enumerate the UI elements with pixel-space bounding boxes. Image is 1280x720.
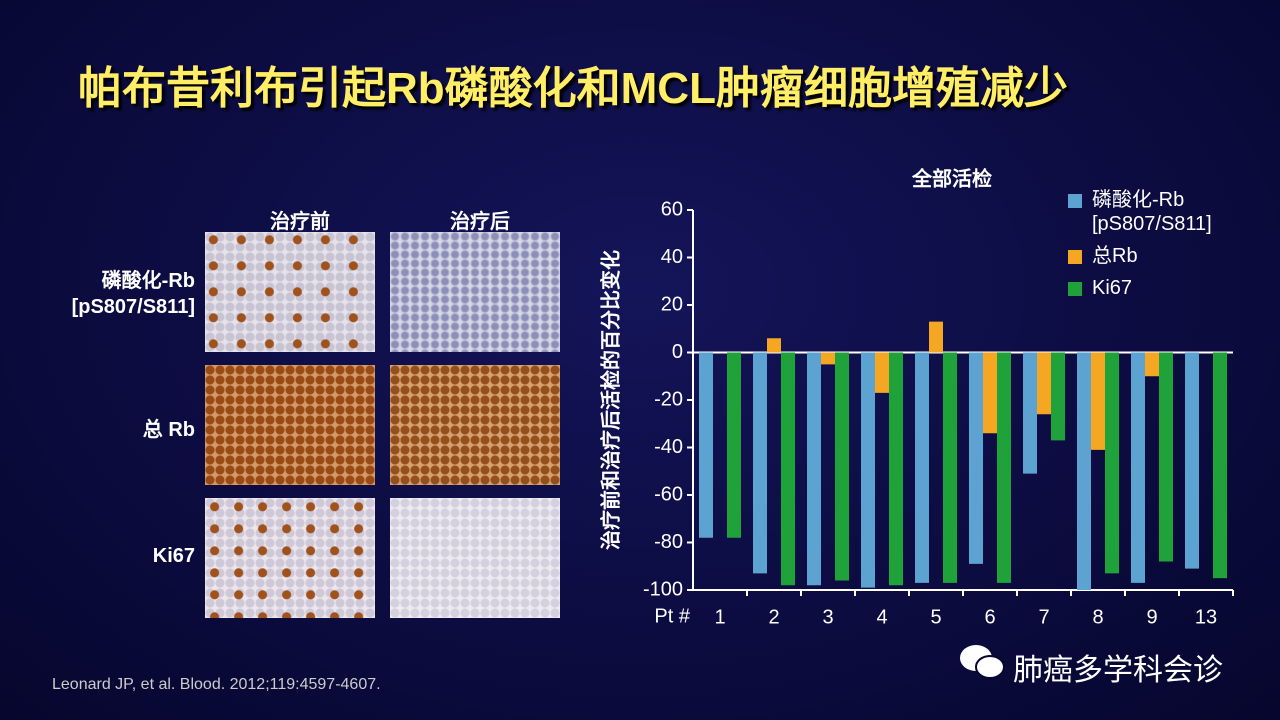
bar: [875, 352, 889, 393]
x-axis-label: Pt #: [654, 605, 690, 627]
bar: [1037, 352, 1051, 415]
bar: [943, 352, 957, 583]
y-tick-label: -40: [654, 436, 683, 458]
bar: [821, 352, 835, 365]
ihc-image: [390, 498, 560, 618]
ihc-image: [390, 232, 560, 352]
bar: [929, 321, 943, 353]
bar: [767, 338, 781, 353]
bar: [1051, 352, 1065, 441]
row-label: 磷酸化-Rb [pS807/S811]: [71, 270, 195, 318]
bar: [753, 352, 767, 574]
column-header: 治疗后: [450, 211, 510, 233]
watermark: 肺癌多学科会诊: [1013, 654, 1223, 687]
bar: [1023, 352, 1037, 474]
bar: [861, 352, 875, 588]
x-tick-label: 6: [984, 606, 995, 628]
legend-item: Ki67: [1068, 276, 1248, 300]
bar: [915, 352, 929, 583]
x-tick-label: 1: [714, 606, 725, 628]
y-tick-label: 40: [661, 246, 683, 268]
ihc-image: [390, 365, 560, 485]
y-tick-label: -20: [654, 388, 683, 410]
citation: Leonard JP, et al. Blood. 2012;119:4597-…: [52, 676, 381, 693]
ihc-image: [205, 498, 375, 618]
legend-item: 总Rb: [1068, 244, 1248, 268]
ihc-image: [205, 232, 375, 352]
bar: [1213, 352, 1227, 579]
legend-item: 磷酸化-Rb [pS807/S811]: [1068, 188, 1248, 236]
column-header: 治疗前: [270, 211, 330, 233]
y-axis-label: 治疗前和治疗后活检的百分比变化: [598, 250, 622, 550]
bar: [1105, 352, 1119, 574]
legend-label: Ki67: [1092, 277, 1133, 299]
legend-label: 总Rb: [1092, 245, 1138, 267]
y-tick-label: -80: [654, 531, 683, 553]
x-tick-label: 4: [876, 606, 887, 628]
bar: [727, 352, 741, 538]
bar: [807, 352, 821, 586]
wechat-icon: [960, 645, 1005, 679]
bar: [983, 352, 997, 434]
ihc-image: [205, 365, 375, 485]
x-tick-label: 2: [768, 606, 779, 628]
y-tick-label: -60: [654, 483, 683, 505]
slide-title: 帕布昔利布引起Rb磷酸化和MCL肿瘤细胞增殖减少: [78, 64, 1068, 113]
bar: [889, 352, 903, 586]
y-tick-label: 20: [661, 293, 683, 315]
y-tick-label: -100: [643, 578, 683, 600]
x-tick-label: 3: [822, 606, 833, 628]
x-tick-label: 13: [1195, 606, 1217, 628]
bar: [1131, 352, 1145, 583]
bar: [1159, 352, 1173, 562]
bar: [997, 352, 1011, 583]
legend-label: 磷酸化-Rb [pS807/S811]: [1092, 189, 1212, 235]
row-label: 总 Rb: [142, 419, 195, 441]
bar: [835, 352, 849, 581]
row-label: Ki67: [152, 545, 195, 567]
chart-title: 全部活检: [911, 166, 992, 190]
y-tick-label: 60: [661, 198, 683, 220]
bar: [969, 352, 983, 564]
bar: [1077, 352, 1091, 590]
bar: [1185, 352, 1199, 569]
legend: 磷酸化-Rb [pS807/S811] 总Rb Ki67: [1068, 188, 1248, 308]
bar: [699, 352, 713, 538]
legend-swatch: [1068, 250, 1082, 264]
bar: [781, 352, 795, 586]
legend-swatch: [1068, 194, 1082, 208]
legend-swatch: [1068, 282, 1082, 296]
bar: [1091, 352, 1105, 450]
bar: [1145, 352, 1159, 377]
y-tick-label: 0: [672, 341, 683, 363]
x-tick-label: 9: [1146, 606, 1157, 628]
x-tick-label: 5: [930, 606, 941, 628]
x-tick-label: 8: [1092, 606, 1103, 628]
x-tick-label: 7: [1038, 606, 1049, 628]
